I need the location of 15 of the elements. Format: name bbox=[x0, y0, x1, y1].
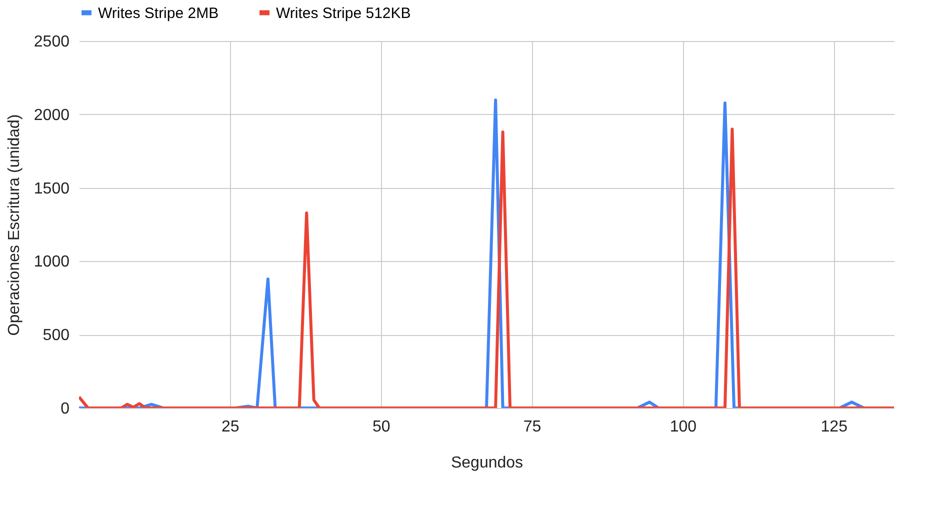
legend-label: Writes Stripe 2MB bbox=[98, 4, 219, 22]
y-tick-label: 2500 bbox=[34, 34, 70, 50]
x-tick-label: 125 bbox=[820, 418, 848, 436]
x-tick-label: 50 bbox=[372, 418, 390, 436]
y-tick-label: 0 bbox=[60, 400, 70, 418]
y-tick-label: 2000 bbox=[34, 106, 70, 124]
x-tick-label: 75 bbox=[523, 418, 542, 436]
y-tick-label: 500 bbox=[42, 327, 70, 344]
x-tick-label: 100 bbox=[670, 418, 697, 436]
x-tick-label: 25 bbox=[222, 418, 240, 436]
x-axis-title: Segundos bbox=[450, 454, 524, 472]
legend-label: Writes Stripe 512KB bbox=[276, 4, 411, 22]
y-tick-label: 1000 bbox=[34, 254, 70, 271]
y-tick-label: 1500 bbox=[34, 180, 70, 198]
y-axis-title: Operaciones Escritura (unidad) bbox=[6, 114, 23, 336]
